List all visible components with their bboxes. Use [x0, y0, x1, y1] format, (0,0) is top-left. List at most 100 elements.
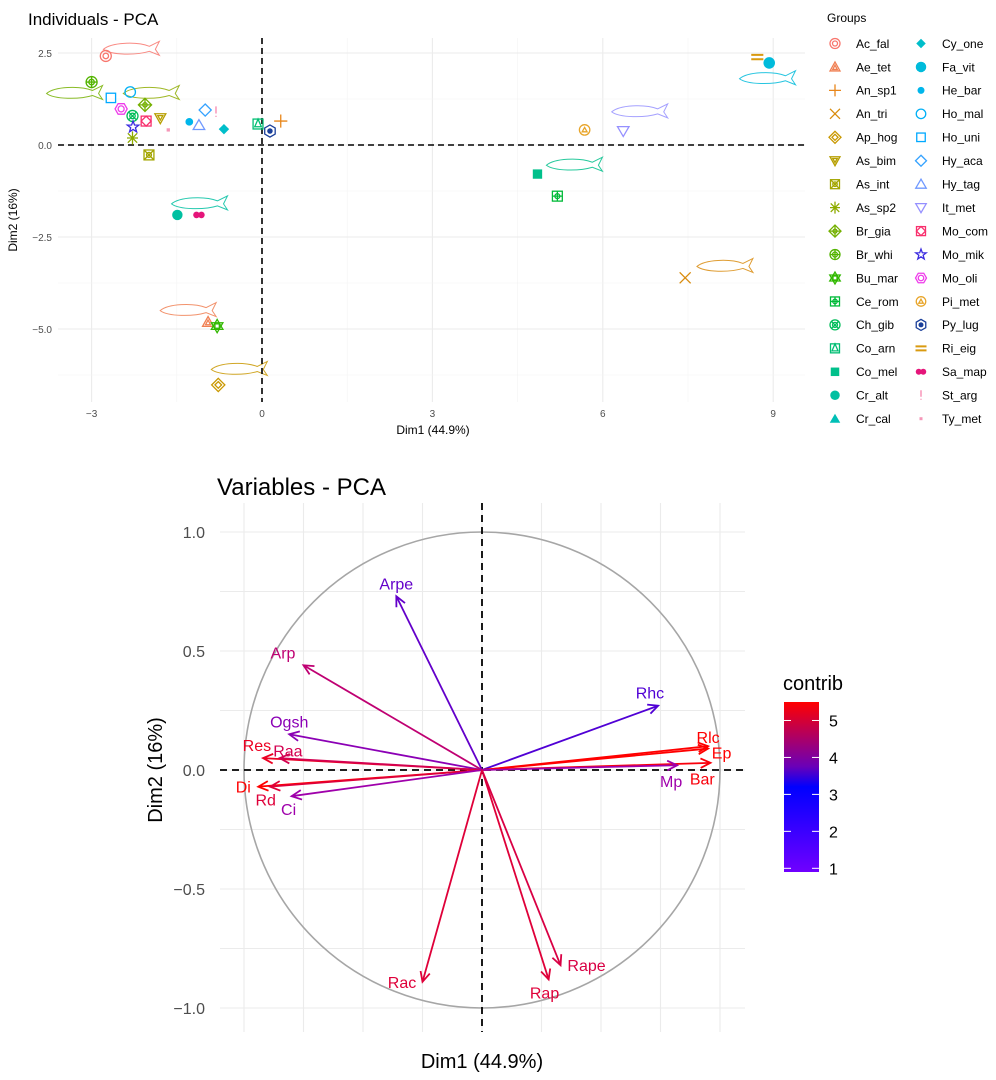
colorbar-title: contrib [783, 673, 843, 695]
legend-label: As_sp2 [856, 201, 896, 215]
point-hy-aca [198, 103, 213, 118]
marker-triangle [192, 118, 206, 131]
marker-square [105, 92, 117, 104]
y-tick-label: 2.5 [38, 49, 52, 60]
marker-circle [198, 211, 205, 219]
point-marker [828, 60, 842, 72]
arrow-head [268, 780, 281, 792]
legend-item: Ac_fal [829, 37, 889, 51]
legend-item: Cy_one [916, 37, 984, 51]
arrow-head [697, 743, 711, 756]
marker-triangle-down [153, 113, 167, 125]
point-it-met [616, 125, 631, 138]
point-marker [915, 318, 927, 332]
point-ri-eig [751, 53, 764, 61]
point-marker [914, 202, 928, 214]
variable-label: Rlc [697, 730, 720, 747]
legend-label: Pi_met [942, 295, 980, 309]
arrow-head [540, 968, 552, 982]
variables-y-ticks: 1.0 0.5 0.0 −0.5 −1.0 [173, 525, 205, 1018]
marker-circle [129, 112, 136, 120]
marker-circle [917, 86, 925, 94]
arrow-head [256, 780, 269, 792]
point-marker [913, 247, 929, 261]
colorbar-tick-label: 2 [829, 824, 838, 841]
marker-circle [763, 57, 775, 69]
fish-silhouette [738, 69, 797, 86]
legend-label: Co_arn [856, 342, 895, 356]
variables-reference-lines [220, 503, 745, 1032]
marker-asterisk [830, 201, 840, 214]
legend-item: Cr_alt [830, 389, 889, 403]
marker-circle [829, 319, 841, 331]
point-marker [829, 413, 841, 423]
arrow-shaft [395, 595, 483, 771]
marker-circle [917, 274, 925, 282]
marker-diamond [198, 103, 213, 118]
point-marker [915, 296, 927, 307]
arrow-rap: Rap [481, 769, 559, 1002]
point-ac-fal [99, 49, 112, 63]
x-tick-label: 3 [430, 409, 436, 420]
marker-triangle-down [616, 125, 631, 138]
marker-circle [267, 128, 273, 134]
point-marker [829, 37, 841, 50]
arrow-head [700, 757, 713, 769]
point-pi-met [578, 124, 591, 136]
marker-circle [831, 321, 839, 329]
variable-label: Ogsh [270, 714, 308, 731]
legend-label: Ty_met [942, 412, 982, 426]
arrow-head [666, 759, 680, 772]
variable-label: Res [243, 738, 271, 755]
marker-plus [830, 249, 840, 260]
marker-triangle [917, 297, 925, 304]
variable-label: Mp [660, 774, 682, 791]
legend-item: It_met [914, 201, 976, 215]
legend-label: Hy_aca [942, 154, 983, 168]
point-an-sp1 [274, 114, 288, 128]
point-marker [916, 38, 926, 49]
point-ty-met [166, 128, 170, 132]
legend-item: He_bar [917, 84, 981, 98]
legend-item: Mo_oli [914, 271, 977, 285]
marker-triangle [201, 315, 215, 328]
legend-label: Mo_com [942, 224, 988, 238]
legend-label: St_arg [942, 389, 977, 403]
marker-plus [138, 98, 152, 112]
legend-item: Sa_map [915, 365, 987, 379]
legend-item: Bu_mar [828, 270, 898, 285]
marker-plus [829, 84, 841, 97]
legend-label: Cr_cal [856, 412, 891, 426]
point-as-int [143, 149, 155, 161]
legend-item: An_sp1 [829, 84, 897, 98]
arrow-head [287, 730, 301, 742]
fish-silhouette [45, 84, 104, 101]
marker-circle [832, 228, 838, 234]
arrow-shaft [289, 733, 483, 771]
legend-label: As_bim [856, 154, 896, 168]
marker-star [913, 247, 929, 261]
variables-y-axis-label: Dim2 (16%) [145, 717, 167, 823]
legend-label: Ae_tet [856, 60, 891, 74]
legend-label: Mo_mik [942, 248, 985, 262]
point-marker [916, 132, 926, 143]
arrow-rac: Rac [388, 769, 483, 992]
y-tick-label: −5.0 [32, 325, 52, 336]
point-marker [829, 84, 841, 97]
marker-cross [829, 108, 841, 120]
point-marker [914, 154, 928, 168]
legend-title: Groups [827, 11, 866, 25]
legend-item: Pi_met [915, 295, 980, 309]
marker-circle [918, 322, 924, 328]
point-marker [915, 345, 927, 352]
arrow-ci: Ci [281, 769, 483, 819]
arrow-mp: Mp [481, 759, 682, 791]
point-marker [830, 390, 840, 400]
legend-label: Fa_vit [942, 60, 975, 74]
variable-label: Rac [388, 975, 416, 992]
marker-square [830, 367, 840, 377]
legend-label: As_int [856, 178, 890, 192]
y-tick-label: 0.5 [183, 644, 205, 661]
marker-square [532, 169, 543, 179]
